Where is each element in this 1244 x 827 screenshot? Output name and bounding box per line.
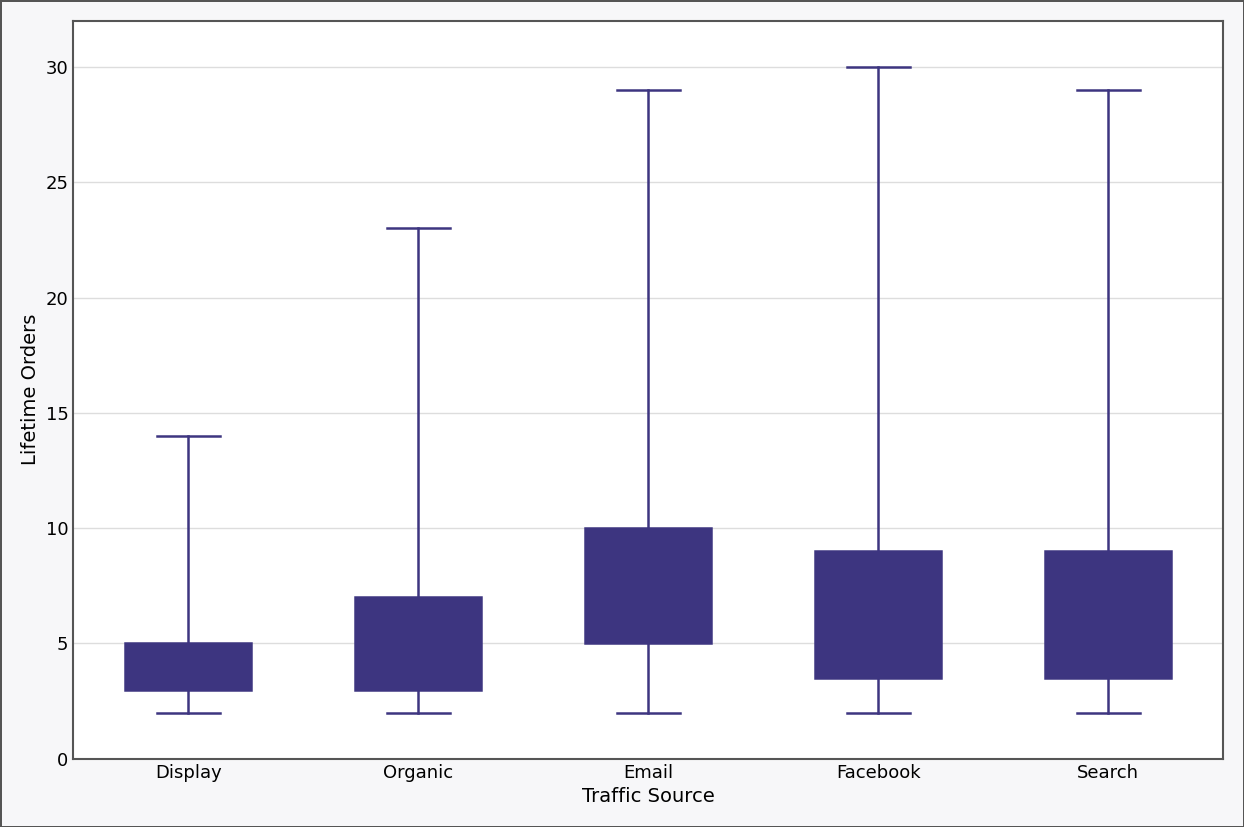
PathPatch shape [124, 643, 251, 690]
PathPatch shape [355, 597, 481, 690]
PathPatch shape [585, 528, 712, 643]
PathPatch shape [1045, 552, 1172, 678]
Y-axis label: Lifetime Orders: Lifetime Orders [21, 314, 40, 466]
PathPatch shape [815, 552, 942, 678]
X-axis label: Traffic Source: Traffic Source [582, 787, 714, 806]
